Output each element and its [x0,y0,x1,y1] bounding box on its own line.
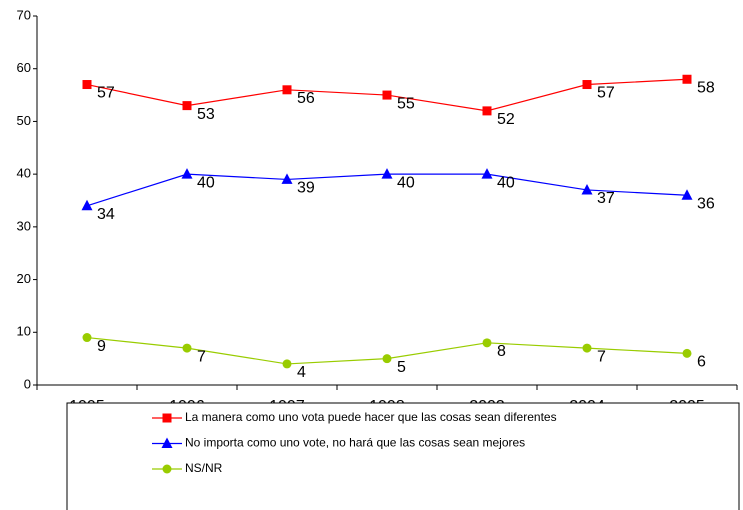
data-point [581,183,593,195]
data-point [282,85,292,95]
y-tick-label: 40 [17,166,31,181]
data-label: 7 [197,348,206,365]
data-label: 53 [197,106,215,123]
y-tick-label: 60 [17,60,31,75]
data-point [82,333,92,343]
data-point [282,359,292,369]
data-label: 57 [97,85,115,102]
data-point [582,80,592,90]
data-point [281,173,293,184]
y-tick-label: 10 [17,324,31,339]
data-label: 9 [97,338,106,355]
data-point [181,168,193,179]
data-point [381,168,393,179]
y-tick-label: 30 [17,218,31,233]
data-label: 56 [297,90,315,107]
legend-marker [162,464,172,474]
data-point [82,80,92,90]
data-point [482,106,492,116]
legend-marker [162,413,172,423]
legend-box [66,402,740,510]
data-label: 37 [597,190,615,207]
data-point [682,348,692,358]
data-label: 4 [297,364,306,381]
legend-label: No importa como uno vote, no hará que la… [185,436,525,450]
data-point [482,338,492,348]
data-label: 40 [397,174,415,191]
y-tick-label: 0 [24,376,31,391]
data-label: 55 [397,95,415,112]
data-label: 52 [497,111,515,128]
data-label: 40 [197,174,215,191]
data-label: 7 [597,348,606,365]
data-label: 8 [497,343,506,360]
y-tick-label: 70 [17,7,31,22]
y-tick-label: 50 [17,113,31,128]
data-label: 57 [597,85,615,102]
data-point [681,189,693,200]
data-label: 36 [697,195,715,212]
y-tick-label: 20 [17,271,31,286]
data-label: 5 [397,359,406,376]
data-point [182,101,192,111]
data-point [382,354,392,364]
data-label: 34 [97,206,115,223]
data-point [682,74,692,84]
data-point [382,90,392,100]
data-label: 6 [697,354,706,371]
legend-label: La manera como uno vota puede hacer que … [185,410,557,424]
data-label: 40 [497,174,515,191]
legend-marker [161,437,173,448]
data-label: 58 [697,79,715,96]
data-label: 39 [297,180,315,197]
data-point [182,343,192,353]
data-point [582,343,592,353]
legend-label: NS/NR [185,461,223,475]
data-point [81,199,93,211]
data-point [481,168,493,179]
